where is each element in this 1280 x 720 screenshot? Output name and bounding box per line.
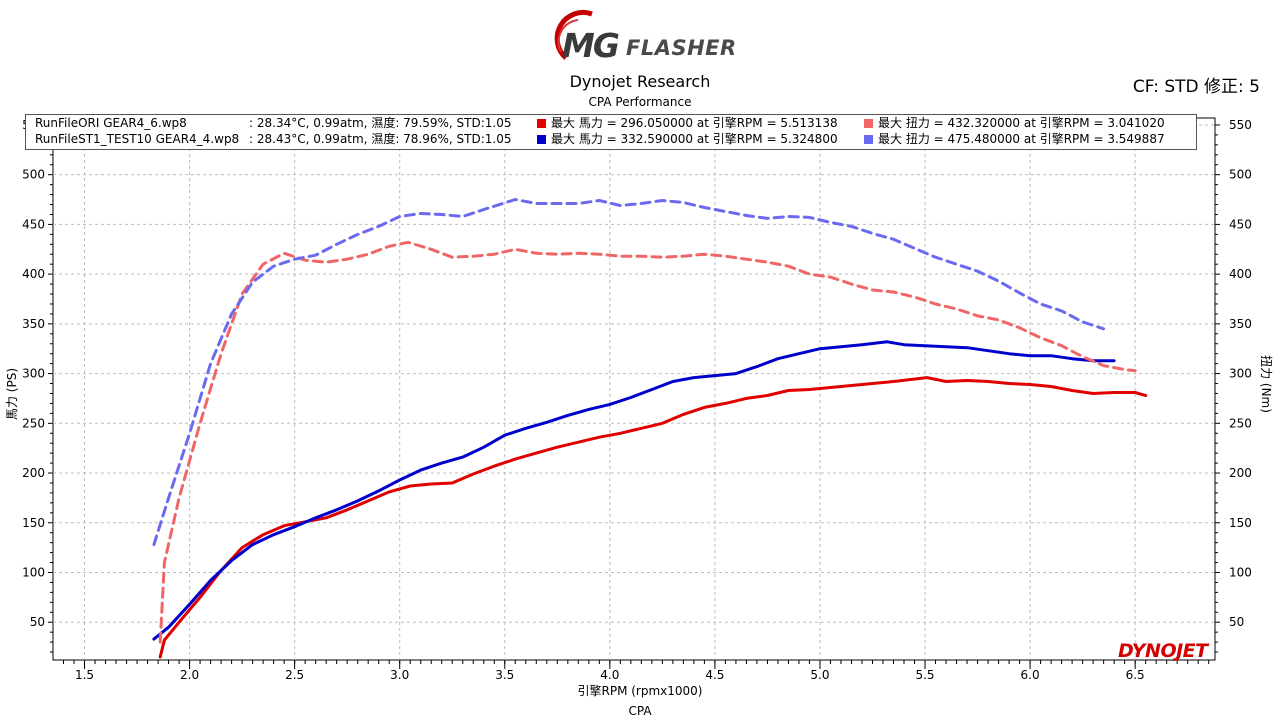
- logo-flasher-text: FLASHER: [626, 36, 737, 60]
- y-tick-label: 450: [22, 217, 45, 231]
- y2-tick-label: 50: [1229, 615, 1244, 629]
- mg-flasher-logo: MG FLASHER: [548, 6, 738, 66]
- correction-factor-label: CF: STD 修正: 5: [1132, 77, 1260, 97]
- chart-subtitle: CPA Performance: [588, 95, 692, 109]
- x-tick-label: 4.0: [600, 668, 619, 682]
- y-tick-label: 200: [22, 466, 45, 480]
- x-axis-label: 引擎RPM (rpmx1000): [577, 684, 703, 698]
- chart-title: Dynojet Research: [569, 72, 711, 91]
- legend-max-torque: 最大 扭力 = 475.480000 at 引擎RPM = 3.549887: [878, 132, 1165, 146]
- y-tick-label: 100: [22, 565, 45, 579]
- legend-conditions: : 28.43°C, 0.99atm, 濕度: 78.96%, STD:1.05: [249, 132, 512, 146]
- legend-row: RunFileST1_TEST10 GEAR4_4.wp8 : 28.43°C,…: [26, 131, 1196, 147]
- y2-tick-label: 550: [1229, 118, 1252, 132]
- y2-tick-label: 250: [1229, 416, 1252, 430]
- legend-max-torque: 最大 扭力 = 432.320000 at 引擎RPM = 3.041020: [878, 116, 1165, 130]
- logo-arc-icon: [554, 9, 593, 60]
- legend-file-name: RunFileORI GEAR4_6.wp8: [35, 116, 187, 130]
- legend-swatch-hp: [537, 119, 546, 128]
- x-tick-label: 3.5: [495, 668, 514, 682]
- y-tick-label: 350: [22, 317, 45, 331]
- y2-tick-label: 400: [1229, 267, 1252, 281]
- y2-tick-label: 150: [1229, 516, 1252, 530]
- legend-max-hp: 最大 馬力 = 296.050000 at 引擎RPM = 5.513138: [551, 116, 838, 130]
- x-tick-label: 1.5: [75, 668, 94, 682]
- legend-swatch-hp: [537, 135, 546, 144]
- legend: RunFileORI GEAR4_6.wp8 : 28.34°C, 0.99at…: [25, 114, 1197, 150]
- y2-tick-label: 450: [1229, 217, 1252, 231]
- legend-swatch-torque: [864, 119, 873, 128]
- x-tick-label: 6.0: [1021, 668, 1040, 682]
- y-tick-label: 50: [30, 615, 45, 629]
- series-line: [152, 198, 1106, 547]
- y-tick-label: 250: [22, 416, 45, 430]
- legend-max-hp: 最大 馬力 = 332.590000 at 引擎RPM = 5.324800: [551, 132, 838, 146]
- x-tick-label: 3.0: [390, 668, 409, 682]
- dynojet-logo: DYNOJET: [1118, 640, 1208, 662]
- logo-mg-text: MG: [562, 26, 620, 65]
- y2-tick-label: 350: [1229, 317, 1252, 331]
- y-tick-label: 150: [22, 516, 45, 530]
- x-tick-label: 5.5: [915, 668, 934, 682]
- series-line: [158, 240, 1137, 644]
- x-tick-label: 2.0: [180, 668, 199, 682]
- footer-label: CPA: [628, 704, 652, 718]
- series-line: [152, 340, 1116, 641]
- y2-tick-label: 300: [1229, 367, 1252, 381]
- y2-tick-label: 100: [1229, 565, 1252, 579]
- x-tick-label: 6.5: [1126, 668, 1145, 682]
- legend-row: RunFileORI GEAR4_6.wp8 : 28.34°C, 0.99at…: [26, 115, 1196, 131]
- x-tick-label: 4.5: [705, 668, 724, 682]
- y2-tick-label: 500: [1229, 168, 1252, 182]
- y2-axis-label: 扭力 (Nm): [1259, 355, 1273, 413]
- legend-file-name: RunFileST1_TEST10 GEAR4_4.wp8: [35, 132, 240, 146]
- x-tick-label: 5.0: [810, 668, 829, 682]
- legend-swatch-torque: [864, 135, 873, 144]
- plot-area: [52, 117, 1216, 661]
- y-tick-label: 400: [22, 267, 45, 281]
- y-tick-label: 500: [22, 168, 45, 182]
- y-axis-label: 馬力 (PS): [5, 368, 19, 420]
- y-tick-label: 300: [22, 367, 45, 381]
- y2-tick-label: 200: [1229, 466, 1252, 480]
- legend-conditions: : 28.34°C, 0.99atm, 濕度: 79.59%, STD:1.05: [249, 116, 512, 130]
- x-tick-label: 2.5: [285, 668, 304, 682]
